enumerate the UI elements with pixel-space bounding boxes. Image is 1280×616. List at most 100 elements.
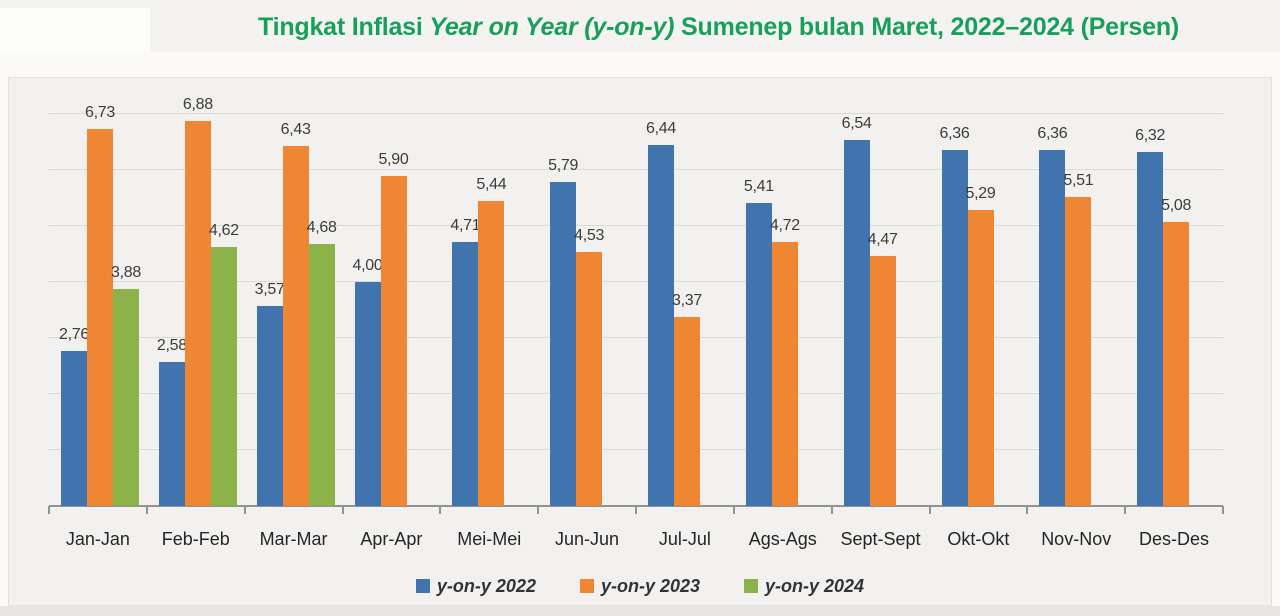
x-tick-label: Mei-Mei [457,529,522,549]
bar-y-on-y-2022-jun-jun [550,181,577,506]
gridline [49,281,1223,282]
chart-panel: 2,76 6,73 3,88 2,58 6,88 4,62 3,57 6,43 4,68 4,00… [8,77,1272,606]
bar-y-on-y-2023-mar-mar [282,145,309,506]
x-tick-label: Mar-Mar [259,529,328,549]
bar-value-label: 3,37 [672,292,702,310]
x-tick-label: Jul-Jul [658,529,711,549]
bar-value-label: 6,88 [182,95,213,113]
axis-tick [928,506,931,514]
bar-value-label: 4,71 [450,217,481,235]
bar-value-label: 5,41 [743,178,774,196]
axis-tick [243,506,246,514]
gridline [49,449,1223,450]
x-tick-label: Sept-Sept [840,529,921,549]
chart-title-italic: Year on Year (y-on-y) [429,13,675,41]
gridline [49,393,1223,394]
bar-value-label: 5,08 [1161,196,1192,214]
legend-label: y-on-y 2024 [765,575,865,596]
axis-tick [830,506,833,514]
legend-swatch-icon [415,579,430,593]
bar-value-label: 4,47 [867,230,898,248]
x-tick-label: Nov-Nov [1041,529,1112,549]
bar-group-jul-jul: 6,44 3,37 [636,81,734,506]
bar-value-label: 6,73 [85,104,115,122]
bar-group-ags-ags: 5,41 4,72 [734,81,832,506]
bar-group-jun-jun: 5,79 4,53 [538,81,636,506]
axis-tick [48,506,50,514]
bar-y-on-y-2023-ags-ags [771,241,798,506]
bar-y-on-y-2023-sept-sept [869,255,896,506]
bar-y-on-y-2022-nov-nov [1039,149,1066,506]
gridline [49,169,1223,170]
bar-value-label: 6,54 [841,114,872,132]
bar-value-label: 4,00 [352,257,383,274]
bar-y-on-y-2024-jan-jan [113,288,139,506]
bar-y-on-y-2022-sept-sept [843,139,870,506]
bar-y-on-y-2022-mar-mar [256,306,283,506]
axis-tick [145,506,148,514]
bar-value-label: 5,79 [548,156,579,174]
bar-y-on-y-2023-apr-apr [380,175,407,506]
legend-item-y-on-y-2024: y-on-y 2024 [744,576,864,597]
bar-group-okt-okt: 6,36 5,29 [930,81,1028,506]
x-tick-label: Jan-Jan [65,529,130,549]
legend-item-y-on-y-2023: y-on-y 2023 [579,575,701,597]
bar-y-on-y-2024-feb-feb [210,247,237,506]
bar-y-on-y-2023-des-des [1163,221,1190,506]
x-tick-label: Ags-Ags [748,529,817,549]
axis-tick [1222,506,1224,514]
bar-group-apr-apr: 4,00 5,90 [343,81,441,506]
bottom-strip [0,606,1280,616]
x-tick-label: Feb-Feb [161,529,230,549]
bar-value-label: 6,44 [646,120,676,138]
bar-group-sept-sept: 6,54 4,47 [832,81,930,506]
chart-title-suffix: Sumenep bulan Maret, 2022–2024 (Persen) [674,13,1180,41]
bar-value-label: 2,76 [59,326,89,344]
x-tick-label: Apr-Apr [360,529,423,549]
chart-title-prefix: Tingkat Inflasi [257,13,430,41]
bar-value-label: 5,44 [476,176,507,194]
gridline [49,113,1223,114]
bar-y-on-y-2023-jul-jul [674,317,700,506]
bar-value-label: 6,36 [939,124,970,142]
bar-group-nov-nov: 6,36 5,51 [1027,81,1125,506]
axis-tick [537,506,540,514]
legend-label: y-on-y 2023 [600,575,701,596]
legend-swatch-icon [744,579,759,593]
bar-y-on-y-2023-jan-jan [87,129,113,506]
x-tick-label: Jun-Jun [555,529,620,549]
axis-tick [439,506,442,514]
bar-group-mei-mei: 4,71 5,44 [440,81,538,506]
bar-value-label: 6,36 [1037,124,1068,142]
plot-area: 2,76 6,73 3,88 2,58 6,88 4,62 3,57 6,43 4,68 4,00… [48,81,1224,514]
x-axis-labels: Jan-Jan Feb-Feb Mar-Mar Apr-Apr Mei-Mei Jun-J… [49,522,1223,556]
bar-value-label: 5,51 [1063,172,1094,190]
gridline [49,337,1223,338]
x-tick-label: Des-Des [1139,529,1210,549]
bar-y-on-y-2023-feb-feb [184,120,211,506]
bar-value-label: 4,53 [574,227,605,245]
bar-value-label: 6,43 [280,120,311,138]
bar-value-label: 4,72 [769,216,800,234]
bar-value-label: 2,58 [156,336,187,354]
bar-y-on-y-2022-okt-okt [941,149,968,506]
bar-group-feb-feb: 2,58 6,88 4,62 [147,81,245,506]
chart-title: Tingkat Inflasi Year on Year (y-on-y) Su… [165,13,1272,42]
legend-swatch-icon [579,579,594,593]
bar-group-mar-mar: 3,57 6,43 4,68 [245,81,343,506]
bar-y-on-y-2022-jul-jul [648,145,674,506]
header-band [0,0,1280,52]
bar-y-on-y-2022-feb-feb [158,361,185,506]
bar-value-label: 5,29 [965,184,996,202]
bar-y-on-y-2022-jan-jan [61,351,87,506]
legend-item-y-on-y-2022: y-on-y 2022 [415,576,536,597]
bar-group-des-des: 6,32 5,08 [1125,81,1223,506]
bar-y-on-y-2022-mei-mei [452,242,479,506]
bar-value-label: 3,57 [254,281,285,299]
axis-tick [635,506,637,514]
bar-y-on-y-2023-jun-jun [576,252,603,506]
bar-y-on-y-2023-nov-nov [1065,197,1092,506]
bar-y-on-y-2023-okt-okt [967,209,994,506]
axis-tick [1124,506,1127,514]
